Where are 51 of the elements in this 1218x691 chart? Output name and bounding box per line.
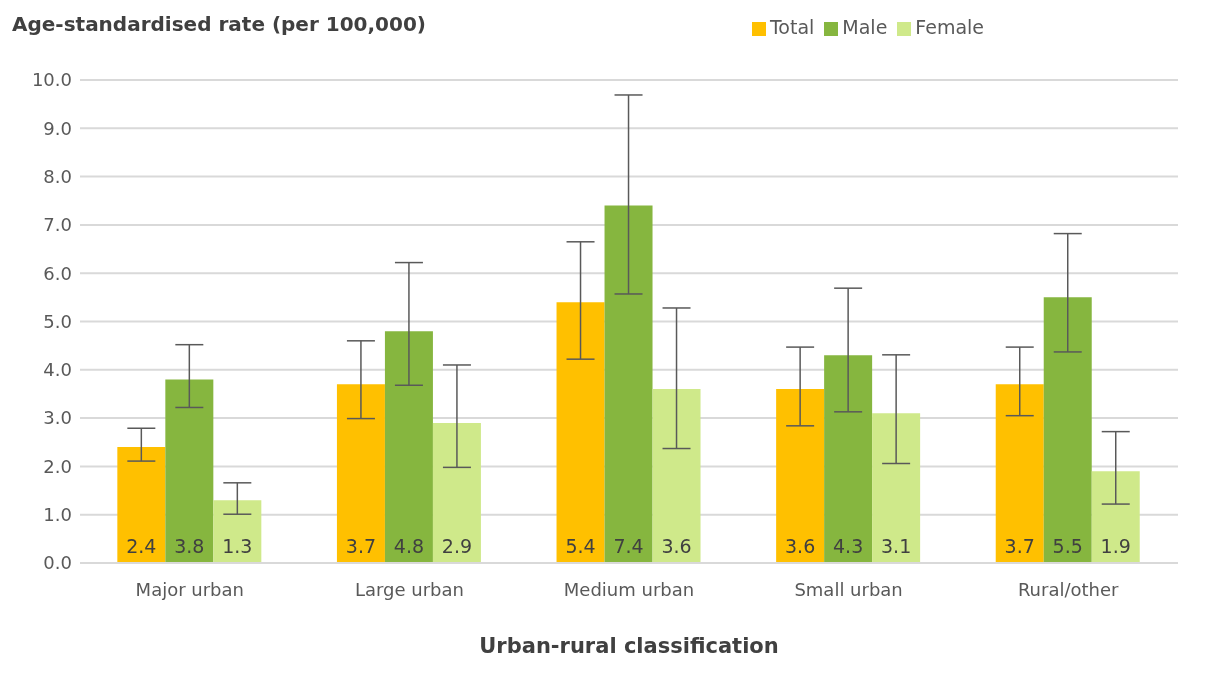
data-label: 3.8 xyxy=(174,535,205,557)
data-label: 5.5 xyxy=(1052,535,1083,557)
y-tick-label: 1.0 xyxy=(43,504,72,526)
bar xyxy=(872,413,921,563)
data-label: 5.4 xyxy=(565,535,596,557)
data-label: 3.7 xyxy=(345,535,377,557)
x-tick-label: Major urban xyxy=(135,578,244,600)
data-label: 7.4 xyxy=(613,535,644,557)
data-label: 1.9 xyxy=(1100,535,1131,557)
bar xyxy=(652,389,701,563)
y-tick-label: 2.0 xyxy=(43,455,72,477)
data-label: 1.3 xyxy=(222,535,253,557)
y-tick-label: 7.0 xyxy=(43,214,72,236)
x-tick-label: Large urban xyxy=(354,578,464,600)
bar xyxy=(213,500,262,563)
bar xyxy=(165,379,214,563)
data-label: 3.7 xyxy=(1004,535,1035,557)
bar xyxy=(556,302,605,563)
y-tick-label: 5.0 xyxy=(43,310,72,332)
x-tick-label: Medium urban xyxy=(563,578,695,600)
bar xyxy=(1091,471,1140,563)
y-tick-label: 8.0 xyxy=(43,165,72,187)
data-label: 3.6 xyxy=(661,535,692,557)
data-label: 3.6 xyxy=(785,535,816,557)
y-tick-label: 10.0 xyxy=(31,69,72,91)
bar xyxy=(1043,297,1092,563)
bar xyxy=(604,205,653,563)
bar xyxy=(995,384,1044,563)
bar xyxy=(824,355,873,563)
data-label: 2.4 xyxy=(126,535,157,557)
bar xyxy=(776,389,825,563)
data-label: 4.8 xyxy=(393,535,425,557)
data-label: 2.9 xyxy=(441,535,473,557)
y-tick-label: 3.0 xyxy=(43,407,72,429)
bar xyxy=(384,331,433,563)
legend-label: Total xyxy=(769,16,815,38)
x-tick-label: Small urban xyxy=(794,578,903,600)
y-axis-title: Age-standardised rate (per 100,000) xyxy=(12,12,426,36)
legend-label: Female xyxy=(915,16,985,38)
data-label: 4.3 xyxy=(833,535,864,557)
y-tick-label: 0.0 xyxy=(43,552,72,574)
legend-label: Male xyxy=(842,16,888,38)
y-tick-label: 9.0 xyxy=(43,117,72,139)
y-tick-label: 4.0 xyxy=(43,359,72,381)
bar xyxy=(117,447,166,563)
x-tick-label: Rural/other xyxy=(1017,578,1120,600)
data-label: 3.1 xyxy=(881,535,912,557)
bar xyxy=(432,422,481,563)
y-tick-label: 6.0 xyxy=(43,262,72,284)
bar xyxy=(336,384,385,563)
x-axis-title: Urban-rural classification xyxy=(479,634,779,658)
